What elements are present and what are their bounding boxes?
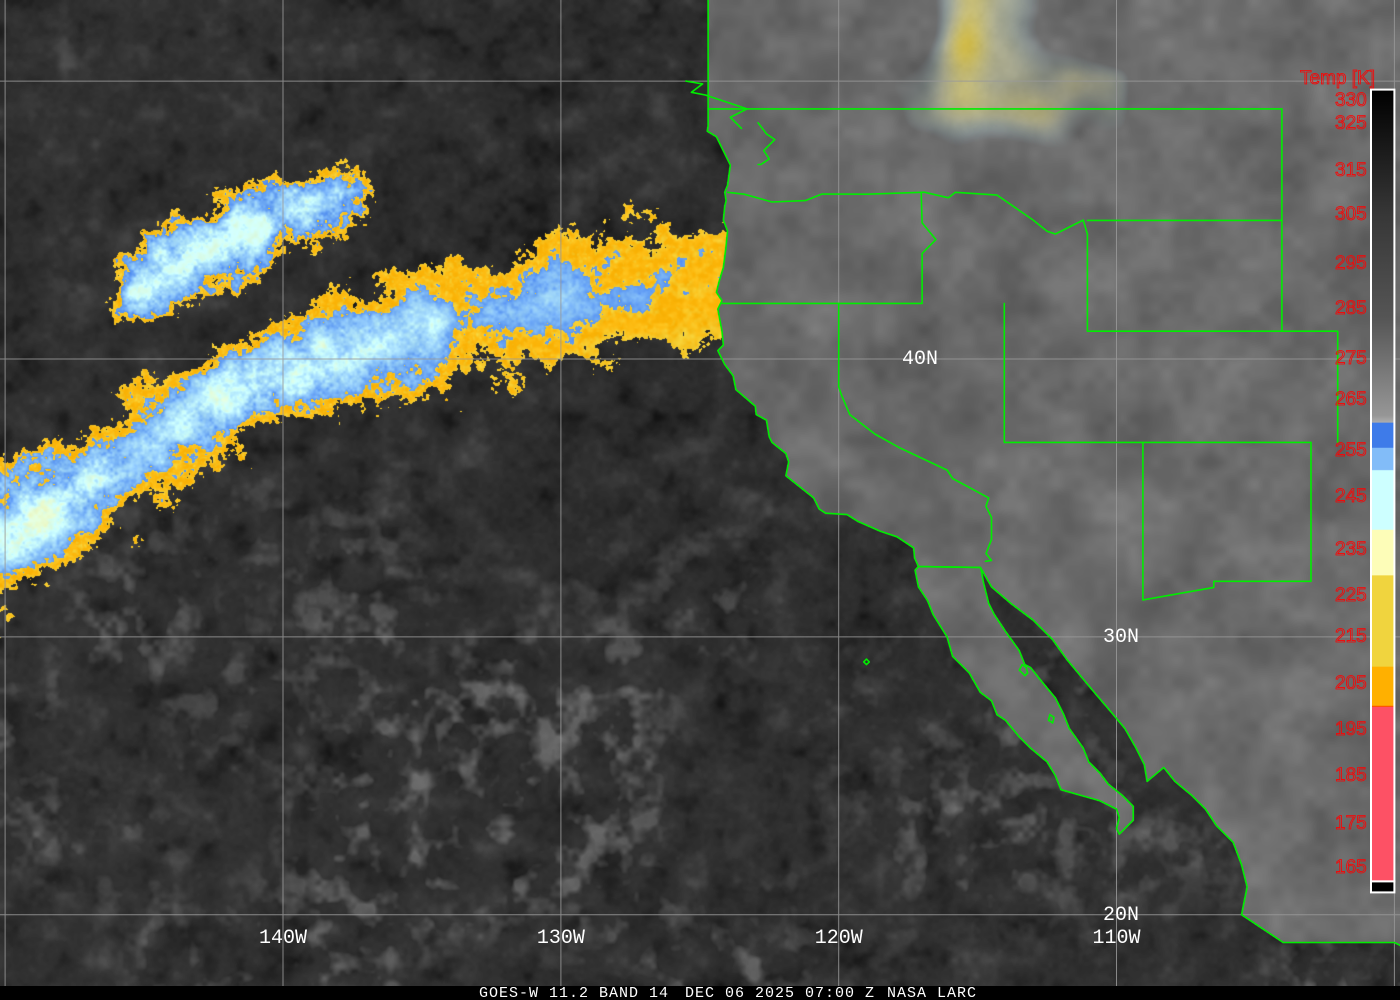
svg-text:315: 315: [1335, 160, 1367, 181]
svg-text:120W: 120W: [815, 927, 863, 950]
svg-text:245: 245: [1335, 486, 1367, 507]
svg-text:225: 225: [1335, 585, 1367, 606]
svg-text:110W: 110W: [1092, 927, 1140, 950]
svg-text:165: 165: [1335, 857, 1367, 878]
svg-text:275: 275: [1335, 348, 1367, 369]
svg-text:295: 295: [1335, 253, 1367, 274]
svg-text:285: 285: [1335, 298, 1367, 319]
svg-text:325: 325: [1335, 113, 1367, 134]
svg-text:235: 235: [1335, 539, 1367, 560]
svg-text:265: 265: [1335, 389, 1367, 410]
svg-text:195: 195: [1335, 719, 1367, 740]
svg-text:330: 330: [1335, 90, 1367, 111]
svg-text:255: 255: [1335, 440, 1367, 461]
svg-text:175: 175: [1335, 813, 1367, 834]
svg-text:215: 215: [1335, 626, 1367, 647]
svg-text:130W: 130W: [537, 927, 585, 950]
svg-text:Temp [K]: Temp [K]: [1300, 68, 1375, 89]
svg-text:30N: 30N: [1103, 626, 1139, 649]
svg-text:20N: 20N: [1103, 904, 1139, 927]
svg-text:GOES-W 11.2 BAND 14: GOES-W 11.2 BAND 14: [479, 985, 669, 1000]
svg-text:40N: 40N: [902, 348, 938, 371]
svg-text:140W: 140W: [259, 927, 307, 950]
svg-text:NASA LARC: NASA LARC: [887, 985, 977, 1000]
svg-text:205: 205: [1335, 673, 1367, 694]
svg-text:DEC 06 2025 07:00 Z: DEC 06 2025 07:00 Z: [685, 985, 875, 1000]
svg-text:185: 185: [1335, 765, 1367, 786]
svg-text:305: 305: [1335, 204, 1367, 225]
